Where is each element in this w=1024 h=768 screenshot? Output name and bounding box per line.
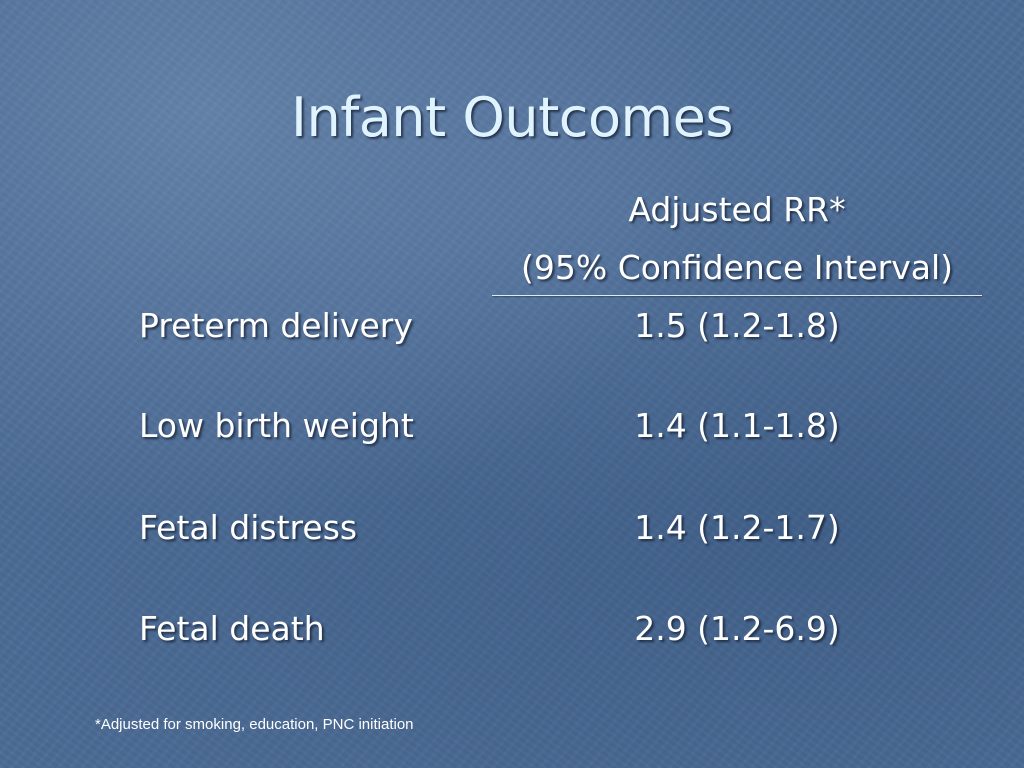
header-divider [492,295,982,296]
row-label-fetal-distress: Fetal distress [139,508,358,547]
row-label-preterm-delivery: Preterm delivery [139,306,413,345]
row-label-fetal-death: Fetal death [139,609,325,648]
slide-title: Infant Outcomes [291,86,733,149]
row-value-fetal-death: 2.9 (1.2-6.9) [634,609,840,648]
footnote: *Adjusted for smoking, education, PNC in… [95,716,414,733]
column-header-line1: Adjusted RR* [628,190,846,229]
row-value-preterm-delivery: 1.5 (1.2-1.8) [634,306,840,345]
column-header-line2: (95% Confidence Interval) [521,248,953,287]
row-label-low-birth-weight: Low birth weight [139,406,414,445]
row-value-fetal-distress: 1.4 (1.2-1.7) [634,508,840,547]
row-value-low-birth-weight: 1.4 (1.1-1.8) [634,406,840,445]
